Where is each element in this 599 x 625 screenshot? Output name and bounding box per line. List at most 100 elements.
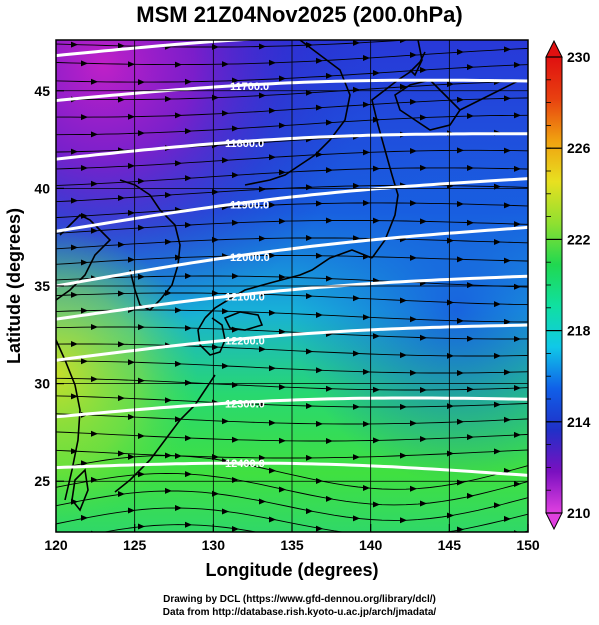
wind-arrow [128,507,135,514]
wind-arrow [504,515,511,522]
colorbar-tick-label: 210 [567,505,591,521]
wind-arrow [279,437,286,444]
x-tick-label: 150 [516,537,540,553]
coastline-primorye [244,40,351,186]
colorbar-tick-label: 218 [567,323,591,339]
wind-arrow [128,453,135,460]
wind-arrow [306,348,313,355]
wind-arrow [420,386,427,393]
wind-arrow [363,314,370,321]
coastline-sakhalin [409,40,423,77]
wind-arrow [363,420,370,427]
wind-arrow [81,460,88,467]
wind-arrow [494,448,501,455]
wind-arrow [138,178,145,185]
wind-arrow [185,379,192,386]
wind-arrow [504,95,511,102]
x-tick-label: 145 [438,537,462,553]
wind-arrow [185,221,192,228]
wind-arrow [457,49,464,56]
wind-arrow [457,526,464,532]
contour-label: 12100.0 [225,292,265,304]
wind-arrow [128,359,135,366]
wind-arrow [514,165,521,172]
wind-arrow [447,512,454,519]
wind-arrow [447,403,454,410]
wind-arrow [316,252,323,259]
wind-arrow [306,508,313,515]
wind-arrow [373,69,380,76]
wind-arrow [71,393,78,400]
coastline-japan-kyushu [197,317,226,356]
wind-arrow [165,96,172,103]
wind-arrow [212,454,219,461]
wind-arrow [71,41,78,48]
wind-arrow [467,282,474,289]
y-tick-label: 35 [34,278,50,294]
wind-arrow [353,403,360,410]
wind-arrow [259,401,266,408]
wind-arrow [447,352,454,359]
wind-arrow [71,148,78,155]
wind-arrow [514,480,521,487]
colorbar-tick-label: 214 [567,414,591,430]
wind-arrow [363,368,370,375]
wind-arrow [410,316,417,323]
wind-arrow [494,31,501,37]
streamline [102,524,528,532]
wind-arrow [279,328,286,335]
x-tick-label: 130 [202,537,226,553]
wind-arrow [326,437,333,444]
wind-arrow [222,157,229,164]
wind-arrow [410,200,417,207]
wind-arrow [165,397,172,404]
wind-arrow [138,79,145,86]
x-axis-label: Longitude (degrees) [205,560,378,580]
wind-arrow [316,312,323,319]
wind-arrow [185,78,192,85]
y-axis-label: Latitude (degrees) [4,208,24,364]
wind-arrow [420,334,427,341]
wind-arrow [128,162,135,169]
x-tick-label: 125 [123,537,147,553]
wind-arrow [175,360,182,367]
wind-arrow [118,42,125,49]
wind-arrow [279,122,286,129]
wind-arrow [128,209,135,216]
wind-arrow [91,324,98,331]
wind-arrow [457,147,464,154]
wind-arrow [279,169,286,176]
wind-arrow [185,175,192,182]
wind-arrow [185,128,192,135]
wind-arrow [410,254,417,261]
wind-arrow [373,165,380,172]
wind-arrow [175,452,182,459]
wind-arrow [373,333,380,340]
y-tick-label: 40 [34,180,50,196]
wind-arrow [316,367,323,374]
gridlines [56,40,528,532]
wind-arrow [212,44,219,51]
coastline-hokkaido [394,79,462,131]
wind-arrow [326,495,333,502]
contour-label: 12400.0 [225,458,265,470]
wind-arrow [185,325,192,332]
wind-arrow [71,244,78,251]
wind-arrow [306,89,313,96]
wind-arrow [353,40,360,46]
wind-arrow [467,434,474,441]
wind-arrow [212,188,219,195]
wind-arrow [457,96,464,103]
wind-arrow [279,274,286,281]
wind-arrow [363,199,370,206]
coastline-japan-honshu [204,51,426,319]
x-axis: 120 125 130 135 140 145 150 [44,524,540,553]
wind-arrow [279,218,286,225]
wind-arrow [259,498,266,505]
wind-arrow [185,435,192,442]
wind-arrow [467,165,474,172]
wind-arrow [316,525,323,532]
wind-arrow [165,238,172,245]
wind-arrow [363,149,370,156]
wind-arrow [400,403,407,410]
